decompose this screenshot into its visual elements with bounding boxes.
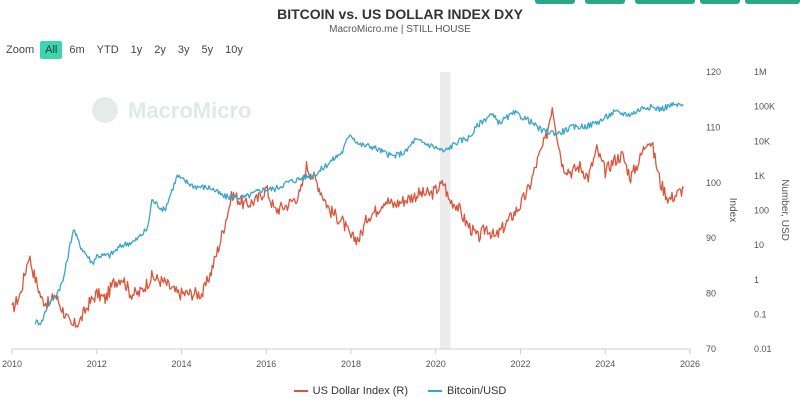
index-tick-label: 90 (706, 233, 716, 243)
usd-tick-label: 10 (754, 240, 764, 250)
usd-tick-label: 100K (754, 102, 775, 112)
index-axis-title: Index (727, 198, 738, 222)
toolbar-button[interactable] (700, 0, 740, 4)
legend-item-dxy[interactable]: US Dollar Index (R) (293, 385, 409, 397)
zoom-option-all[interactable]: All (40, 41, 63, 59)
x-tick-label: 2016 (256, 359, 276, 369)
x-tick-label: 2024 (595, 359, 615, 369)
legend: US Dollar Index (R) Bitcoin/USD (0, 385, 800, 397)
usd-tick-label: 0.1 (754, 309, 767, 319)
index-tick-label: 80 (706, 289, 716, 299)
toolbar-button[interactable] (635, 0, 695, 4)
zoom-option-10y[interactable]: 10y (225, 44, 243, 56)
zoom-option-2y[interactable]: 2y (154, 44, 166, 56)
x-tick-label: 2022 (510, 359, 530, 369)
zoom-option-1y[interactable]: 1y (130, 44, 143, 56)
usd-tick-label: 1 (754, 275, 759, 285)
legend-label-dxy: US Dollar Index (R) (312, 385, 409, 397)
usd-tick-label: 1M (754, 67, 767, 77)
shaded-band (439, 72, 451, 349)
usd-tick-label: 10K (754, 136, 770, 146)
series-line-dxy (11, 107, 685, 328)
index-tick-label: 110 (706, 122, 720, 132)
legend-item-btc[interactable]: Bitcoin/USD (428, 385, 506, 397)
toolbar-button[interactable] (585, 0, 625, 4)
watermark-text: MacroMicro (128, 98, 251, 123)
zoom-option-ytd[interactable]: YTD (96, 44, 119, 56)
chart-title: BITCOIN vs. US DOLLAR INDEX DXY (277, 6, 523, 22)
index-tick-label: 70 (706, 344, 716, 354)
index-tick-label: 120 (706, 67, 721, 77)
usd-axis-title: Number, USD (779, 179, 790, 241)
series-line-btc (34, 101, 684, 326)
zoom-bar: Zoom All 6m YTD 1y 2y 3y 5y 10y (6, 41, 250, 59)
usd-tick-label: 1K (754, 171, 765, 181)
legend-swatch-btc (428, 390, 443, 392)
x-tick-label: 2014 (171, 359, 191, 369)
zoom-option-3y[interactable]: 3y (177, 44, 190, 56)
watermark-logo-icon (92, 97, 118, 123)
x-tick-label: 2010 (2, 359, 22, 369)
legend-swatch-dxy (293, 390, 308, 392)
x-tick-label: 2026 (680, 359, 700, 369)
x-tick-label: 2018 (341, 359, 361, 369)
x-tick-label: 2012 (87, 359, 107, 369)
usd-tick-label: 0.01 (754, 344, 772, 354)
toolbar-button[interactable] (535, 0, 575, 4)
zoom-option-6m[interactable]: 6m (69, 44, 85, 56)
x-tick-label: 2020 (426, 359, 446, 369)
zoom-option-5y[interactable]: 5y (201, 44, 214, 56)
zoom-label: Zoom (6, 44, 35, 56)
toolbar-button[interactable] (745, 0, 800, 4)
chart-subtitle: MacroMicro.me | STILL HOUSE (329, 24, 471, 35)
index-tick-label: 100 (706, 178, 721, 188)
usd-tick-label: 100 (754, 206, 769, 216)
legend-label-btc: Bitcoin/USD (447, 385, 507, 397)
